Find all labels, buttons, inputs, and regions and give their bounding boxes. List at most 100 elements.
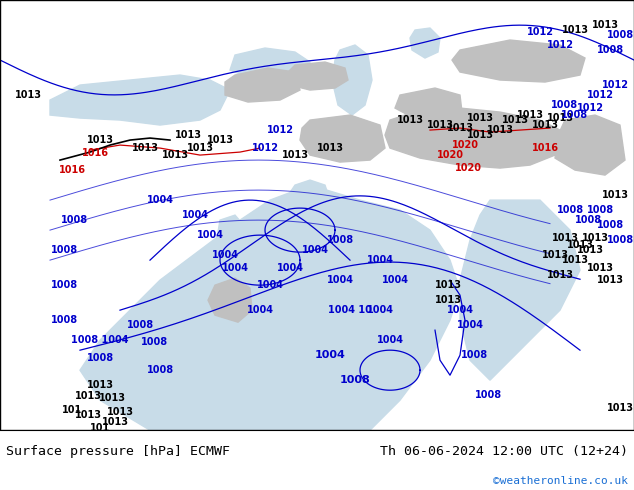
Text: 1008: 1008 bbox=[61, 215, 89, 225]
Polygon shape bbox=[325, 205, 380, 240]
Text: 1013: 1013 bbox=[75, 410, 101, 420]
Text: 1004: 1004 bbox=[247, 305, 273, 315]
Text: 1013: 1013 bbox=[75, 391, 101, 401]
Text: 1016: 1016 bbox=[58, 165, 86, 175]
Text: 1012: 1012 bbox=[602, 80, 628, 90]
Text: 1013: 1013 bbox=[207, 135, 233, 145]
Text: 1008: 1008 bbox=[146, 365, 174, 375]
Text: 1004: 1004 bbox=[276, 263, 304, 273]
Text: 1012: 1012 bbox=[547, 40, 574, 50]
Polygon shape bbox=[208, 278, 252, 322]
Text: 1008: 1008 bbox=[586, 205, 614, 215]
Text: 1008: 1008 bbox=[126, 320, 153, 330]
Text: 1012: 1012 bbox=[526, 27, 553, 37]
Polygon shape bbox=[288, 62, 348, 90]
Text: 1008: 1008 bbox=[462, 350, 489, 360]
Text: 1013: 1013 bbox=[547, 113, 574, 123]
Text: 1004: 1004 bbox=[456, 320, 484, 330]
Text: 1013: 1013 bbox=[547, 270, 574, 280]
Polygon shape bbox=[80, 185, 460, 430]
Polygon shape bbox=[332, 45, 372, 115]
Text: 1013: 1013 bbox=[467, 113, 493, 123]
Text: 1004: 1004 bbox=[382, 275, 408, 285]
Text: 1013: 1013 bbox=[162, 150, 188, 160]
Text: 1008: 1008 bbox=[340, 375, 370, 385]
Polygon shape bbox=[285, 180, 330, 220]
Text: 1013: 1013 bbox=[586, 263, 614, 273]
Text: 1013: 1013 bbox=[174, 130, 202, 140]
Text: 1013: 1013 bbox=[98, 393, 126, 403]
Text: 1013: 1013 bbox=[501, 115, 529, 125]
Text: 1004: 1004 bbox=[366, 255, 394, 265]
Text: 1004: 1004 bbox=[366, 305, 394, 315]
Text: 1013: 1013 bbox=[597, 275, 623, 285]
Polygon shape bbox=[225, 68, 300, 102]
Text: 1013: 1013 bbox=[486, 125, 514, 135]
Text: 1004: 1004 bbox=[302, 245, 328, 255]
Text: 1008: 1008 bbox=[327, 235, 354, 245]
Text: 1012: 1012 bbox=[266, 125, 294, 135]
Text: Th 06-06-2024 12:00 UTC (12+24): Th 06-06-2024 12:00 UTC (12+24) bbox=[380, 444, 628, 458]
Text: 1004: 1004 bbox=[212, 250, 238, 260]
Text: 101: 101 bbox=[62, 405, 82, 415]
Text: 1004 10: 1004 10 bbox=[328, 305, 372, 315]
Text: 1004: 1004 bbox=[197, 230, 224, 240]
Text: 1013: 1013 bbox=[281, 150, 309, 160]
Text: 1004: 1004 bbox=[146, 195, 174, 205]
Text: 1004: 1004 bbox=[377, 335, 403, 345]
Text: 1013: 1013 bbox=[467, 130, 493, 140]
Text: 1016: 1016 bbox=[531, 143, 559, 153]
Text: 1013: 1013 bbox=[562, 25, 588, 35]
Text: 1013: 1013 bbox=[316, 143, 344, 153]
Text: ©weatheronline.co.uk: ©weatheronline.co.uk bbox=[493, 476, 628, 486]
Text: 1013: 1013 bbox=[567, 240, 593, 250]
Text: 1008: 1008 bbox=[597, 220, 624, 230]
Text: 1013: 1013 bbox=[581, 233, 609, 243]
Polygon shape bbox=[215, 215, 255, 330]
Text: 1008: 1008 bbox=[474, 390, 501, 400]
Text: 1013: 1013 bbox=[107, 407, 134, 417]
Text: 101: 101 bbox=[90, 423, 110, 433]
Text: 1008: 1008 bbox=[607, 235, 633, 245]
Text: 1013: 1013 bbox=[552, 233, 578, 243]
Text: 1008: 1008 bbox=[51, 280, 79, 290]
Text: 1013: 1013 bbox=[592, 20, 619, 30]
Text: 1008: 1008 bbox=[562, 110, 588, 120]
Text: 1013: 1013 bbox=[434, 295, 462, 305]
Text: 1008: 1008 bbox=[51, 315, 79, 325]
Text: 1013: 1013 bbox=[396, 115, 424, 125]
Text: 1013: 1013 bbox=[86, 380, 113, 390]
Text: 1008: 1008 bbox=[557, 205, 583, 215]
Text: 1004: 1004 bbox=[181, 210, 209, 220]
Text: 1004: 1004 bbox=[327, 275, 354, 285]
Polygon shape bbox=[385, 108, 560, 168]
Text: 1013: 1013 bbox=[562, 255, 588, 265]
Text: 1008: 1008 bbox=[51, 245, 79, 255]
Polygon shape bbox=[230, 48, 310, 82]
Text: 1020: 1020 bbox=[455, 163, 481, 173]
Text: 1004: 1004 bbox=[257, 280, 283, 290]
Polygon shape bbox=[460, 200, 580, 380]
Text: 1013: 1013 bbox=[101, 417, 129, 427]
Text: 1004: 1004 bbox=[221, 263, 249, 273]
Text: 1012: 1012 bbox=[576, 103, 604, 113]
Text: 1008: 1008 bbox=[552, 100, 579, 110]
Polygon shape bbox=[555, 115, 625, 175]
Text: 1013: 1013 bbox=[602, 190, 628, 200]
Text: 1013: 1013 bbox=[607, 403, 633, 413]
Text: 1008: 1008 bbox=[574, 215, 602, 225]
Polygon shape bbox=[50, 75, 230, 125]
Text: 1008: 1008 bbox=[141, 337, 169, 347]
Polygon shape bbox=[395, 88, 462, 118]
Text: 1013: 1013 bbox=[15, 90, 41, 100]
Text: 1013: 1013 bbox=[186, 143, 214, 153]
Polygon shape bbox=[300, 115, 385, 162]
Text: 1013: 1013 bbox=[531, 120, 559, 130]
Text: 1004: 1004 bbox=[314, 350, 346, 360]
Text: 1013: 1013 bbox=[131, 143, 158, 153]
Text: 1013: 1013 bbox=[576, 245, 604, 255]
Text: 1008 1004: 1008 1004 bbox=[71, 335, 129, 345]
Text: 1013: 1013 bbox=[427, 120, 453, 130]
Text: 1008: 1008 bbox=[607, 30, 633, 40]
Text: 1013: 1013 bbox=[541, 250, 569, 260]
